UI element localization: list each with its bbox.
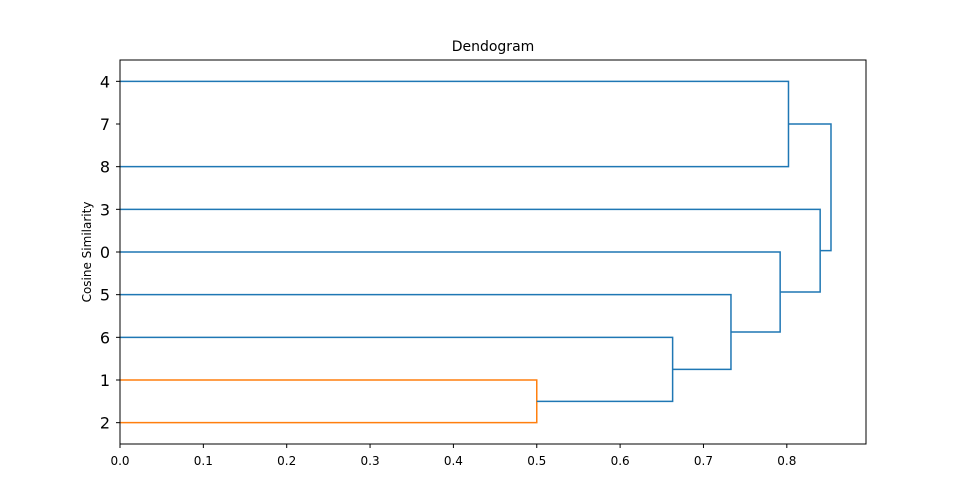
y-tick-label: 8: [100, 158, 110, 177]
x-tick-label: 0.6: [611, 454, 630, 468]
x-tick-label: 0.0: [110, 454, 129, 468]
x-tick-label: 0.7: [694, 454, 713, 468]
x-tick-label: 0.1: [194, 454, 213, 468]
dendrogram-link: [788, 123, 832, 252]
dendrogram-links: [120, 80, 832, 424]
chart-title: Dendogram: [452, 39, 535, 55]
x-tick-label: 0.4: [444, 454, 463, 468]
plot-frame: [119, 59, 867, 445]
x-tick-label: 0.2: [277, 454, 296, 468]
y-tick-label: 1: [100, 371, 110, 390]
x-tick-label: 0.3: [361, 454, 380, 468]
y-tick-label: 3: [100, 200, 110, 219]
y-tick-label: 6: [100, 328, 110, 347]
x-tick-label: 0.8: [777, 454, 796, 468]
x-axis-ticks: 0.0 0.1 0.2 0.3 0.4 0.5 0.6 0.7 0.8: [110, 444, 796, 468]
x-tick-label: 0.5: [527, 454, 546, 468]
y-tick-label: 2: [100, 414, 110, 433]
y-tick-label: 5: [100, 286, 110, 305]
y-tick-label: 7: [100, 115, 110, 134]
y-tick-label: 0: [100, 243, 110, 262]
y-axis-label: Cosine Similarity: [80, 202, 94, 303]
y-tick-label: 4: [100, 72, 110, 91]
y-axis-ticks: 4 7 8 3 0 5 6 1 2: [100, 72, 120, 433]
